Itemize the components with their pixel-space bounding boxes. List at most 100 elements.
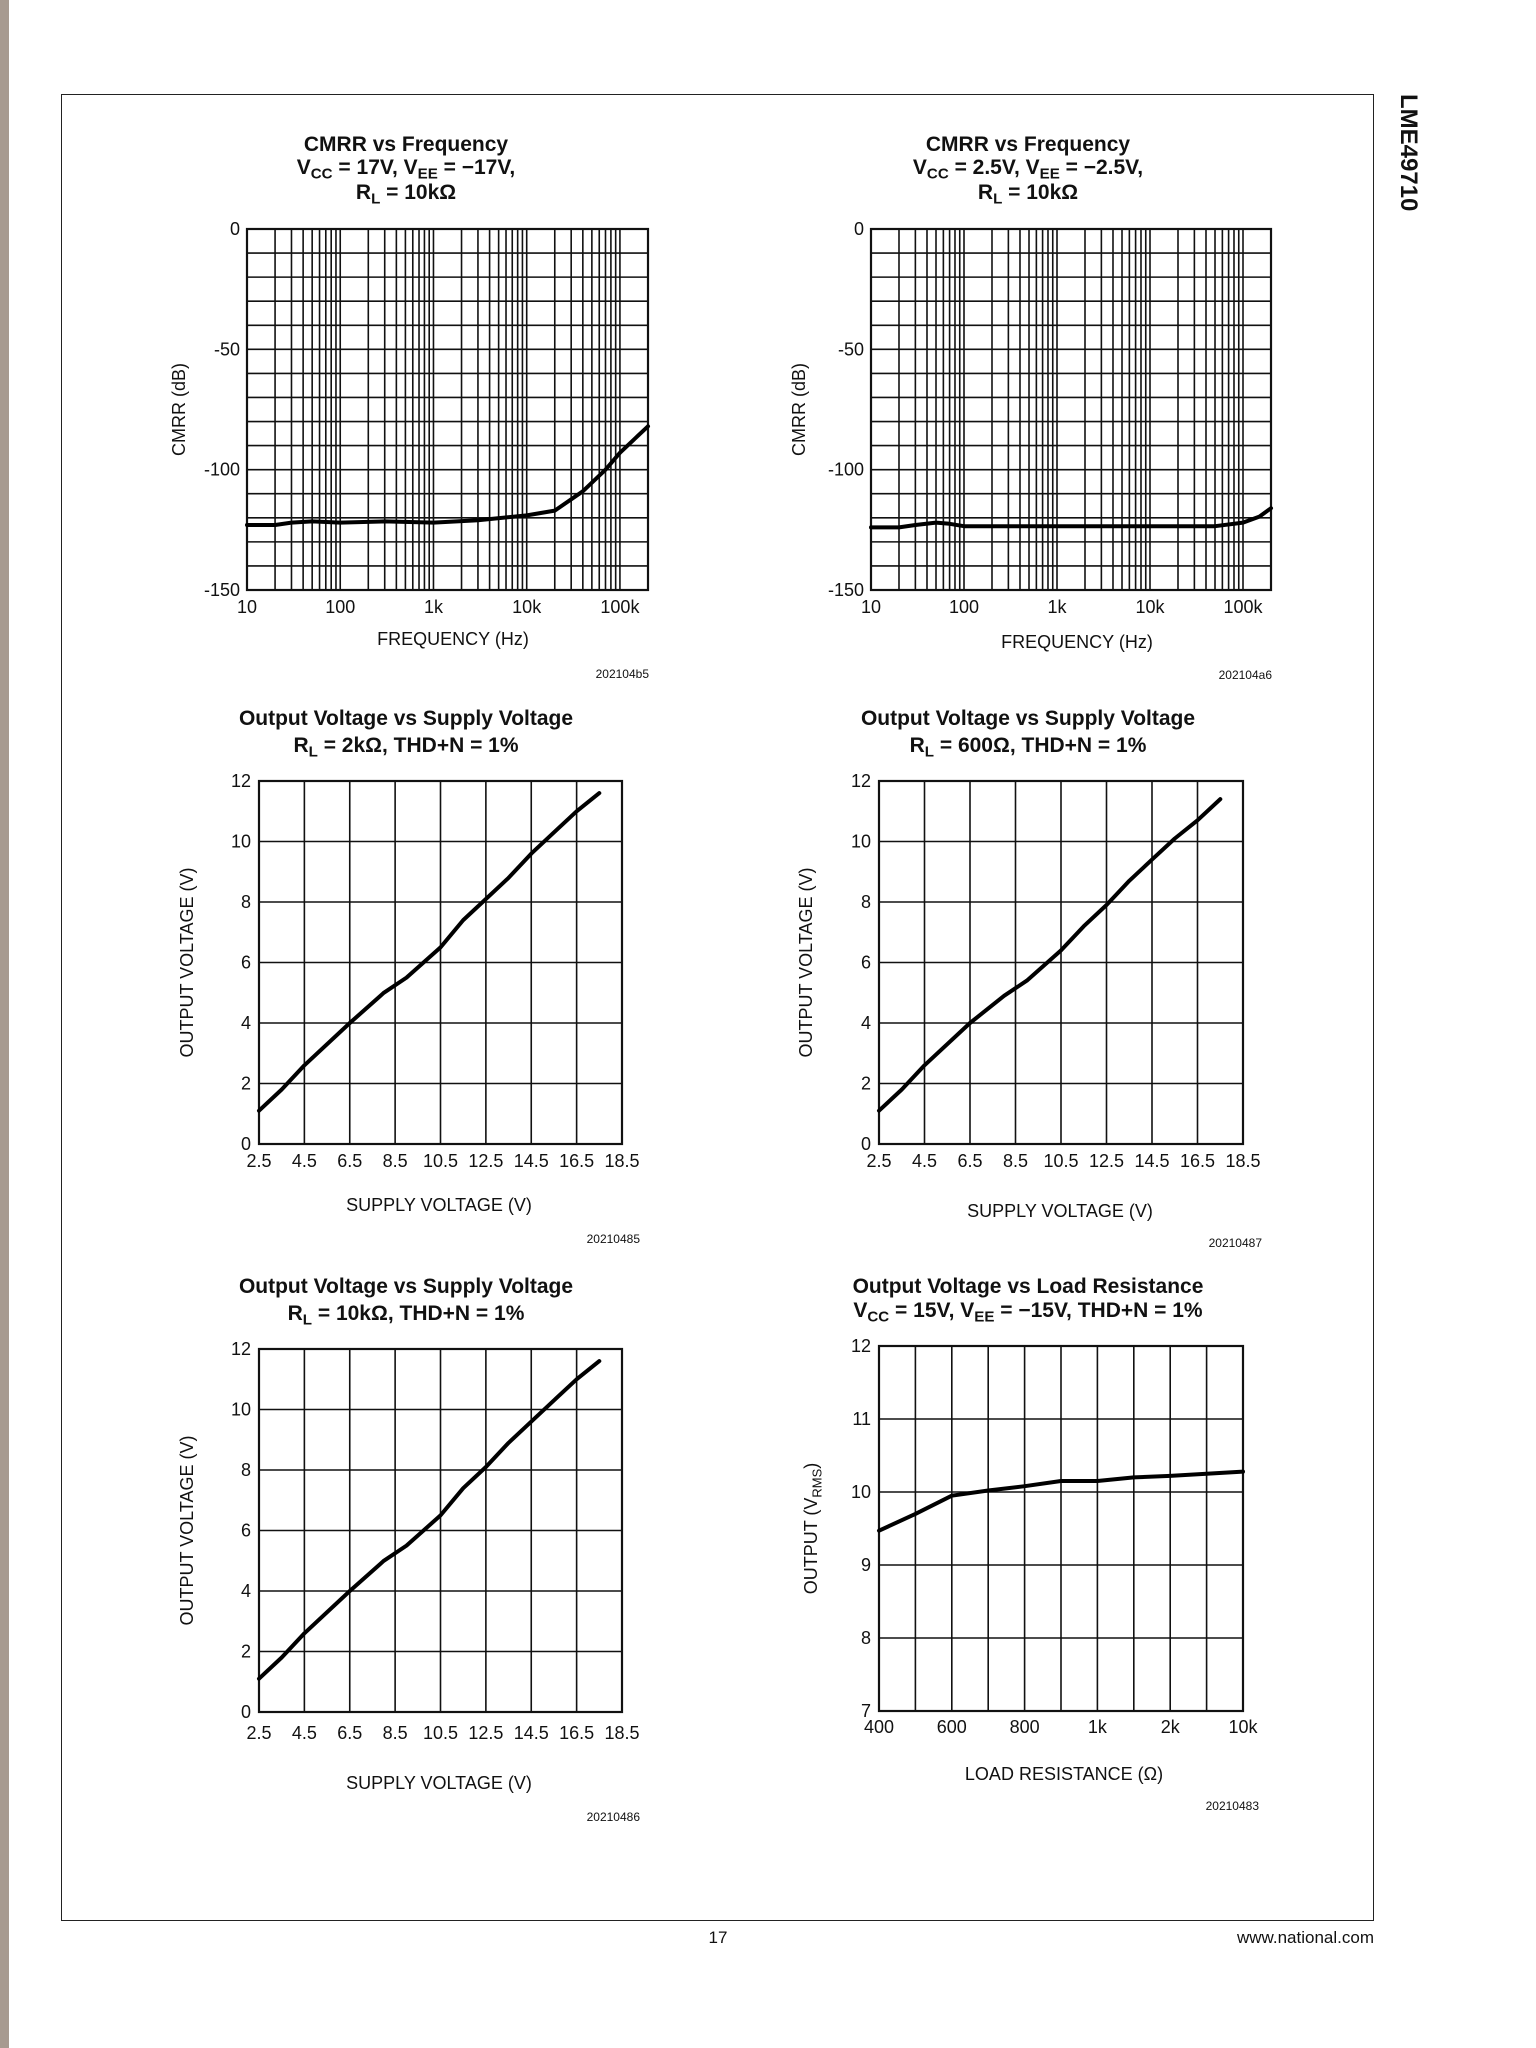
y-tick-label: 10 bbox=[231, 832, 251, 852]
subscript: RMS bbox=[809, 1468, 824, 1497]
y-axis-label: OUTPUT VOLTAGE (V) bbox=[796, 867, 816, 1057]
chart-title-line: RL = 10kΩ, THD+N = 1% bbox=[288, 1302, 525, 1328]
text-segment: OUTPUT VOLTAGE (V) bbox=[796, 867, 816, 1057]
text-segment: = 2.5V, V bbox=[949, 156, 1040, 179]
x-tick-label: 10k bbox=[1135, 597, 1165, 617]
chart-title-line: Output Voltage vs Supply Voltage bbox=[861, 707, 1195, 730]
x-tick-label: 6.5 bbox=[957, 1151, 982, 1171]
text-segment: SUPPLY VOLTAGE (V) bbox=[346, 1195, 532, 1215]
x-tick-label: 100k bbox=[1223, 597, 1263, 617]
chart-title-line: VCC = 15V, VEE = −15V, THD+N = 1% bbox=[853, 1299, 1203, 1325]
figure-code: 20210486 bbox=[587, 1810, 641, 1824]
subscript: EE bbox=[974, 1308, 994, 1325]
x-axis-label: LOAD RESISTANCE (Ω) bbox=[965, 1764, 1163, 1784]
subscript: L bbox=[303, 1311, 312, 1328]
x-axis-label: FREQUENCY (Hz) bbox=[1001, 632, 1153, 652]
x-tick-label: 12.5 bbox=[468, 1151, 503, 1171]
y-tick-label: 2 bbox=[241, 1074, 251, 1094]
x-tick-label: 4.5 bbox=[292, 1723, 317, 1743]
subscript: CC bbox=[867, 1308, 889, 1325]
text-segment: OUTPUT (V bbox=[801, 1498, 821, 1595]
chart-title-line: RL = 2kΩ, THD+N = 1% bbox=[293, 734, 518, 760]
x-tick-label: 2.5 bbox=[866, 1151, 891, 1171]
chart-title-line: CMRR vs Frequency bbox=[304, 133, 509, 156]
grid bbox=[259, 1349, 622, 1712]
text-segment: OUTPUT VOLTAGE (V) bbox=[177, 867, 197, 1057]
y-tick-label: -100 bbox=[828, 460, 864, 480]
y-tick-label: -50 bbox=[838, 339, 864, 359]
chart-title-line: Output Voltage vs Supply Voltage bbox=[239, 1275, 573, 1298]
text-segment: V bbox=[913, 156, 927, 179]
grid bbox=[259, 781, 622, 1144]
figure-code: 202104a6 bbox=[1219, 668, 1273, 682]
x-tick-label: 10 bbox=[237, 597, 257, 617]
x-tick-label: 16.5 bbox=[559, 1151, 594, 1171]
plot-border bbox=[869, 227, 1273, 592]
series-line-cmrr bbox=[245, 424, 650, 527]
y-tick-label: -100 bbox=[204, 460, 240, 480]
y-tick-label: 2 bbox=[861, 1074, 871, 1094]
y-tick-label: 8 bbox=[241, 1460, 251, 1480]
text-segment: ) bbox=[801, 1463, 821, 1469]
x-tick-label: 18.5 bbox=[604, 1151, 639, 1171]
y-tick-label: 10 bbox=[851, 1482, 871, 1502]
x-axis-label: SUPPLY VOLTAGE (V) bbox=[346, 1195, 532, 1215]
chart-title-line: RL = 10kΩ bbox=[356, 181, 456, 207]
text-segment: R bbox=[288, 1302, 303, 1325]
subscript: CC bbox=[311, 165, 333, 182]
text-segment: Output Voltage vs Supply Voltage bbox=[239, 1275, 573, 1298]
x-tick-label: 10k bbox=[512, 597, 542, 617]
subscript: L bbox=[925, 743, 934, 760]
y-tick-label: 12 bbox=[231, 771, 251, 791]
y-tick-label: -150 bbox=[828, 580, 864, 600]
x-tick-label: 100 bbox=[325, 597, 355, 617]
y-tick-label: 0 bbox=[861, 1134, 871, 1154]
series-line-vout bbox=[877, 797, 1223, 1113]
x-tick-label: 2k bbox=[1161, 1717, 1181, 1737]
y-axis-label: OUTPUT VOLTAGE (V) bbox=[177, 867, 197, 1057]
grid bbox=[879, 781, 1243, 1144]
chart-title-line: VCC = 2.5V, VEE = −2.5V, bbox=[913, 156, 1143, 182]
x-tick-label: 12.5 bbox=[1089, 1151, 1124, 1171]
chart-title-line: Output Voltage vs Supply Voltage bbox=[239, 707, 573, 730]
y-tick-label: 12 bbox=[851, 1336, 871, 1356]
text-segment: Output Voltage vs Supply Voltage bbox=[239, 707, 573, 730]
y-axis-label: OUTPUT VOLTAGE (V) bbox=[177, 1435, 197, 1625]
page-edge bbox=[0, 0, 9, 2048]
x-tick-label: 600 bbox=[937, 1717, 967, 1737]
plot-border bbox=[877, 779, 1245, 1146]
y-tick-label: 4 bbox=[241, 1013, 251, 1033]
y-tick-label: 6 bbox=[241, 953, 251, 973]
x-tick-label: 16.5 bbox=[559, 1723, 594, 1743]
x-tick-label: 10k bbox=[1228, 1717, 1258, 1737]
y-tick-label: 0 bbox=[241, 1702, 251, 1722]
x-tick-label: 12.5 bbox=[468, 1723, 503, 1743]
y-tick-label: 8 bbox=[861, 892, 871, 912]
y-axis-label: CMRR (dB) bbox=[789, 363, 809, 456]
x-tick-label: 1k bbox=[424, 597, 444, 617]
text-segment: R bbox=[910, 734, 925, 757]
chart-title-line: RL = 10kΩ bbox=[978, 181, 1078, 207]
y-tick-label: 4 bbox=[861, 1013, 871, 1033]
text-segment: R bbox=[356, 181, 371, 204]
y-tick-label: -150 bbox=[204, 580, 240, 600]
y-tick-label: 0 bbox=[854, 219, 864, 239]
y-tick-label: 8 bbox=[241, 892, 251, 912]
text-segment: = 10kΩ bbox=[380, 181, 456, 204]
subscript: EE bbox=[1040, 165, 1060, 182]
subscript: L bbox=[993, 190, 1002, 207]
x-tick-label: 14.5 bbox=[514, 1723, 549, 1743]
y-tick-label: 4 bbox=[241, 1581, 251, 1601]
text-segment: CMRR vs Frequency bbox=[304, 133, 509, 156]
website-link[interactable]: www.national.com bbox=[1236, 1928, 1374, 1947]
x-tick-label: 100k bbox=[600, 597, 640, 617]
text-segment: = 17V, V bbox=[333, 156, 418, 179]
text-segment: LOAD RESISTANCE (Ω) bbox=[965, 1764, 1163, 1784]
x-tick-label: 2.5 bbox=[246, 1723, 271, 1743]
series-line-vout bbox=[257, 791, 602, 1113]
x-tick-label: 2.5 bbox=[246, 1151, 271, 1171]
text-segment: CMRR vs Frequency bbox=[926, 133, 1131, 156]
text-segment: SUPPLY VOLTAGE (V) bbox=[967, 1201, 1153, 1221]
